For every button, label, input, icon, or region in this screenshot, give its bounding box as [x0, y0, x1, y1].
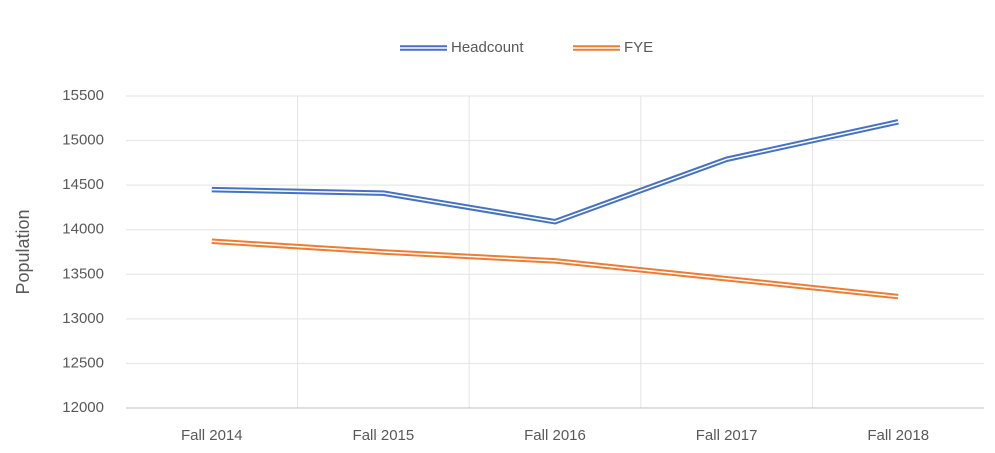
y-tick-label: 13500	[62, 265, 104, 282]
y-tick-label: 15500	[62, 87, 104, 104]
y-tick-label: 12000	[62, 399, 104, 416]
y-tick-label: 14500	[62, 176, 104, 193]
y-tick-label: 14000	[62, 221, 104, 238]
y-tick-label: 15000	[62, 132, 104, 149]
series-line	[211, 238, 899, 300]
x-tick-label: Fall 2015	[353, 427, 415, 444]
series-line	[211, 119, 899, 225]
x-tick-label: Fall 2017	[696, 427, 758, 444]
series-line-gap	[211, 121, 899, 223]
y-tick-label: 13000	[62, 310, 104, 327]
y-tick-label: 12500	[62, 354, 104, 371]
x-tick-label: Fall 2014	[181, 427, 243, 444]
series-line-gap	[211, 240, 899, 298]
y-axis-label: Population	[13, 209, 33, 294]
x-tick-label: Fall 2018	[867, 427, 929, 444]
legend-label: Headcount	[451, 39, 524, 56]
legend-label: FYE	[624, 39, 653, 56]
x-tick-label: Fall 2016	[524, 427, 586, 444]
